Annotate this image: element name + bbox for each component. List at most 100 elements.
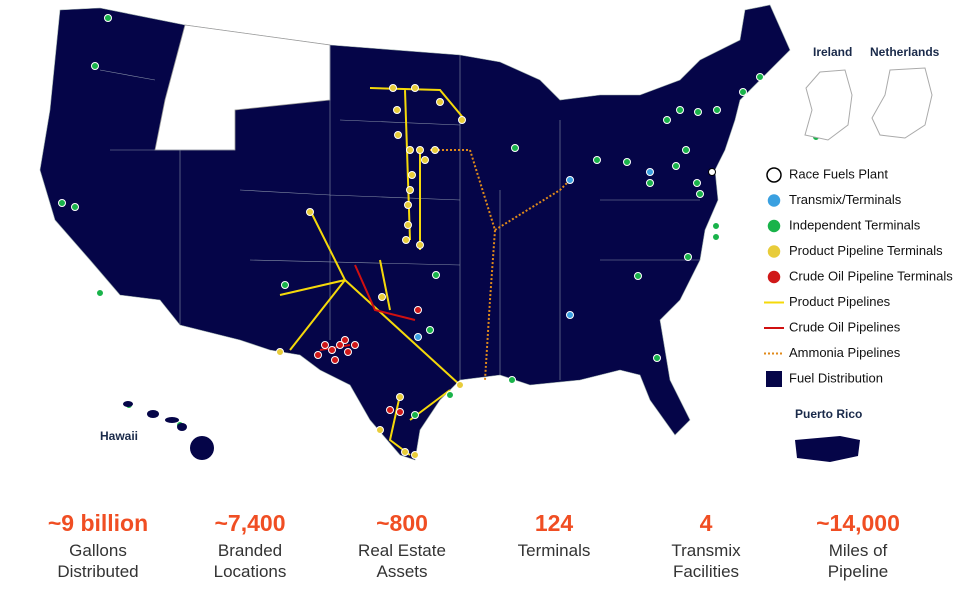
terminal-marker xyxy=(351,341,359,349)
stat-label: Branded Locations xyxy=(213,541,287,581)
stat: ~9 billion Gallons Distributed xyxy=(22,508,174,593)
terminal-marker xyxy=(378,293,386,301)
terminal-marker xyxy=(682,146,690,154)
terminal-marker xyxy=(91,62,99,70)
terminal-marker xyxy=(411,451,419,459)
terminal-marker xyxy=(634,272,642,280)
legend-label: Crude Oil Pipeline Terminals xyxy=(789,268,953,283)
terminal-marker xyxy=(712,233,720,241)
terminal-marker xyxy=(712,222,720,230)
terminal-marker xyxy=(426,326,434,334)
stat: 124 Terminals xyxy=(478,508,630,593)
terminal-marker xyxy=(331,356,339,364)
stat-label: Terminals xyxy=(517,541,591,560)
island xyxy=(147,410,159,418)
terminal-marker xyxy=(436,98,444,106)
stat-label: Transmix Facilities xyxy=(671,541,741,581)
island xyxy=(190,436,214,460)
terminal-marker xyxy=(646,179,654,187)
terminal-marker xyxy=(672,162,680,170)
terminal-marker xyxy=(58,199,66,207)
stat: ~800 Real Estate Assets xyxy=(326,508,478,593)
inset-label: Ireland xyxy=(813,45,852,59)
terminal-marker xyxy=(376,426,384,434)
legend-swatch xyxy=(766,371,782,387)
legend-swatch xyxy=(766,192,782,209)
island xyxy=(177,423,187,431)
terminal-marker xyxy=(341,336,349,344)
terminal-marker xyxy=(431,146,439,154)
legend-label: Fuel Distribution xyxy=(789,370,883,385)
terminal-marker xyxy=(276,348,284,356)
terminal-marker xyxy=(446,391,454,399)
legend-swatch xyxy=(766,243,782,260)
inset-label: Puerto Rico xyxy=(795,407,862,421)
terminal-marker xyxy=(404,201,412,209)
terminal-marker xyxy=(336,341,344,349)
state-borders xyxy=(99,45,700,380)
terminal-marker xyxy=(508,376,516,384)
terminal-marker xyxy=(406,146,414,154)
terminal-marker xyxy=(456,381,464,389)
ammonia-pipeline xyxy=(430,149,571,381)
legend-label: Race Fuels Plant xyxy=(789,166,888,181)
terminal-marker xyxy=(676,106,684,114)
terminal-marker xyxy=(653,354,661,362)
stat: 4 Transmix Facilities xyxy=(630,508,782,593)
terminal-marker xyxy=(646,168,654,176)
terminal-marker xyxy=(511,144,519,152)
terminal-marker xyxy=(386,406,394,414)
island xyxy=(165,417,179,423)
markers xyxy=(58,14,892,461)
stat-label: Real Estate Assets xyxy=(358,541,446,581)
terminal-marker xyxy=(693,179,701,187)
terminal-marker xyxy=(694,108,702,116)
terminal-marker xyxy=(281,281,289,289)
terminal-marker xyxy=(401,448,409,456)
terminal-marker xyxy=(314,351,322,359)
map: Hawaii Ireland Netherlands Puerto Rico R… xyxy=(39,4,953,462)
terminal-marker xyxy=(328,346,336,354)
terminal-marker xyxy=(389,84,397,92)
terminal-marker xyxy=(406,186,414,194)
terminal-marker xyxy=(566,176,574,184)
terminal-marker xyxy=(593,156,601,164)
terminal-marker xyxy=(104,14,112,22)
terminal-marker xyxy=(396,393,404,401)
terminal-marker xyxy=(416,241,424,249)
terminal-marker xyxy=(321,341,329,349)
legend-label: Transmix/Terminals xyxy=(789,192,902,207)
legend-label: Product Pipeline Terminals xyxy=(789,243,943,258)
netherlands-shape xyxy=(871,67,933,139)
terminal-marker xyxy=(713,106,721,114)
terminal-marker xyxy=(394,131,402,139)
terminal-marker xyxy=(306,208,314,216)
inset-label: Netherlands xyxy=(870,45,940,59)
terminal-marker xyxy=(566,311,574,319)
terminal-marker xyxy=(393,106,401,114)
terminal-marker xyxy=(396,408,404,416)
us-mainland xyxy=(39,4,791,461)
terminal-marker xyxy=(416,146,424,154)
legend-label: Product Pipelines xyxy=(789,294,891,309)
terminal-marker xyxy=(663,116,671,124)
product-pipeline xyxy=(279,87,466,456)
stat-value: ~9 billion xyxy=(47,510,149,536)
border xyxy=(99,45,700,380)
terminal-marker xyxy=(402,236,410,244)
stat-label: Gallons Distributed xyxy=(57,541,139,581)
terminal-marker xyxy=(344,348,352,356)
stat-value: 124 xyxy=(534,510,574,536)
legend-label: Crude Oil Pipelines xyxy=(789,319,901,334)
terminal-marker xyxy=(414,306,422,314)
terminal-marker xyxy=(411,411,419,419)
terminal-marker xyxy=(684,253,692,261)
terminal-marker xyxy=(408,171,416,179)
stat-label: Miles of Pipeline xyxy=(827,541,889,581)
terminal-marker xyxy=(458,116,466,124)
terminal-marker xyxy=(96,289,104,297)
hawaii xyxy=(123,401,214,460)
puerto-rico-shape xyxy=(795,436,860,462)
